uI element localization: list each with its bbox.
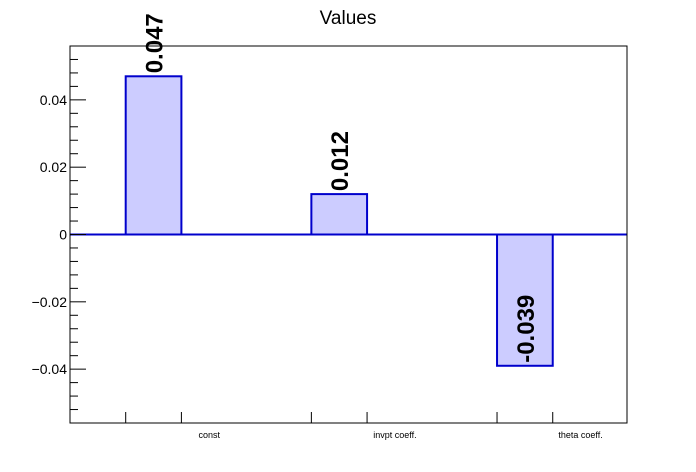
chart-title: Values	[320, 8, 377, 29]
x-axis: const invpt coeff. theta coeff.	[125, 412, 603, 440]
x-tick-label-0: const	[198, 430, 220, 440]
data-label-1: 0.012	[327, 131, 354, 191]
data-label-2: -0.039	[513, 295, 540, 363]
y-tick-label-0: −0.04	[32, 361, 68, 377]
y-tick-label-2: 0	[59, 227, 67, 243]
x-tick-label-2: theta coeff.	[558, 430, 602, 440]
bar-1	[310, 193, 369, 236]
y-tick-label-3: 0.02	[40, 159, 67, 175]
y-axis: −0.04 −0.02 0 0.02 0.04	[32, 58, 86, 411]
bar-2	[496, 233, 554, 367]
x-tick-label-1: invpt coeff.	[373, 430, 416, 440]
data-label-0: 0.047	[142, 13, 169, 73]
bar-0	[124, 75, 183, 236]
data-labels-group: 0.047 0.012 -0.039	[142, 13, 540, 363]
bars-group	[124, 75, 554, 367]
y-tick-label-4: 0.04	[40, 92, 67, 108]
y-tick-label-1: −0.02	[32, 294, 68, 310]
